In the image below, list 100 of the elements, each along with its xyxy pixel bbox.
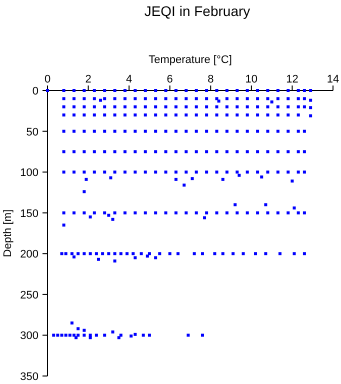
point — [76, 334, 80, 337]
point — [103, 334, 106, 337]
point — [225, 211, 228, 214]
point — [62, 211, 66, 214]
point — [174, 170, 178, 174]
point — [215, 130, 218, 133]
point — [236, 170, 239, 174]
point — [184, 97, 188, 100]
point — [302, 170, 306, 174]
point — [246, 130, 249, 133]
point — [82, 328, 86, 332]
point — [246, 170, 249, 174]
point — [194, 113, 198, 116]
point — [111, 330, 114, 334]
point — [194, 97, 198, 100]
point — [103, 89, 106, 92]
point — [164, 113, 168, 116]
point — [256, 211, 260, 214]
point — [144, 170, 147, 174]
point — [113, 113, 116, 116]
point — [103, 150, 106, 154]
point — [264, 252, 268, 256]
point — [236, 105, 239, 108]
point — [134, 211, 137, 214]
point — [96, 258, 100, 261]
point — [82, 113, 86, 116]
point — [82, 252, 86, 256]
point — [215, 150, 218, 154]
point — [92, 89, 96, 92]
point — [134, 170, 137, 174]
chart-title: JEQI in February — [144, 3, 250, 19]
point — [286, 130, 290, 133]
y-tick-label: 200 — [20, 248, 38, 261]
point — [123, 150, 126, 154]
point — [82, 170, 86, 174]
point — [103, 97, 106, 100]
point — [184, 113, 188, 116]
point — [205, 113, 208, 116]
point — [72, 113, 76, 116]
point — [134, 332, 137, 336]
point — [194, 150, 198, 154]
point — [107, 252, 110, 256]
point — [205, 89, 208, 92]
point — [256, 170, 260, 174]
point — [174, 97, 178, 100]
point — [119, 334, 122, 337]
y-tick-label: 150 — [20, 208, 38, 220]
point — [174, 150, 178, 154]
point — [217, 100, 220, 103]
point — [266, 105, 270, 108]
point — [92, 170, 96, 174]
point — [200, 334, 204, 337]
point — [88, 252, 92, 256]
point — [266, 113, 270, 116]
point — [134, 150, 137, 154]
point — [266, 89, 270, 92]
point — [246, 97, 249, 100]
point — [225, 97, 228, 100]
point — [205, 130, 208, 133]
point — [296, 97, 300, 100]
point — [234, 203, 237, 206]
point — [123, 113, 126, 116]
point — [92, 113, 96, 116]
point — [94, 252, 98, 256]
point — [103, 105, 106, 108]
point — [140, 252, 143, 256]
point — [221, 252, 224, 256]
point — [296, 150, 300, 154]
point — [276, 150, 280, 154]
point — [225, 130, 228, 133]
point — [296, 113, 300, 116]
point — [184, 105, 188, 108]
point — [215, 170, 218, 174]
point — [103, 170, 106, 174]
point — [242, 252, 245, 256]
point — [302, 97, 306, 100]
point — [130, 334, 133, 338]
point — [256, 130, 260, 133]
point — [264, 203, 268, 206]
point — [62, 130, 66, 133]
point — [82, 150, 86, 154]
point — [142, 334, 145, 337]
point — [215, 97, 218, 100]
point — [56, 334, 60, 337]
point — [246, 211, 249, 214]
point — [194, 211, 198, 214]
point — [190, 177, 194, 180]
point — [174, 89, 178, 92]
point — [113, 105, 116, 108]
point — [276, 170, 280, 174]
point — [194, 89, 198, 92]
point — [111, 218, 114, 221]
point — [82, 97, 86, 100]
point — [302, 252, 306, 256]
point — [134, 89, 137, 92]
point — [72, 255, 76, 258]
point — [113, 97, 116, 100]
x-tick-label: 8 — [208, 74, 214, 86]
point — [236, 130, 239, 133]
point — [70, 252, 74, 256]
